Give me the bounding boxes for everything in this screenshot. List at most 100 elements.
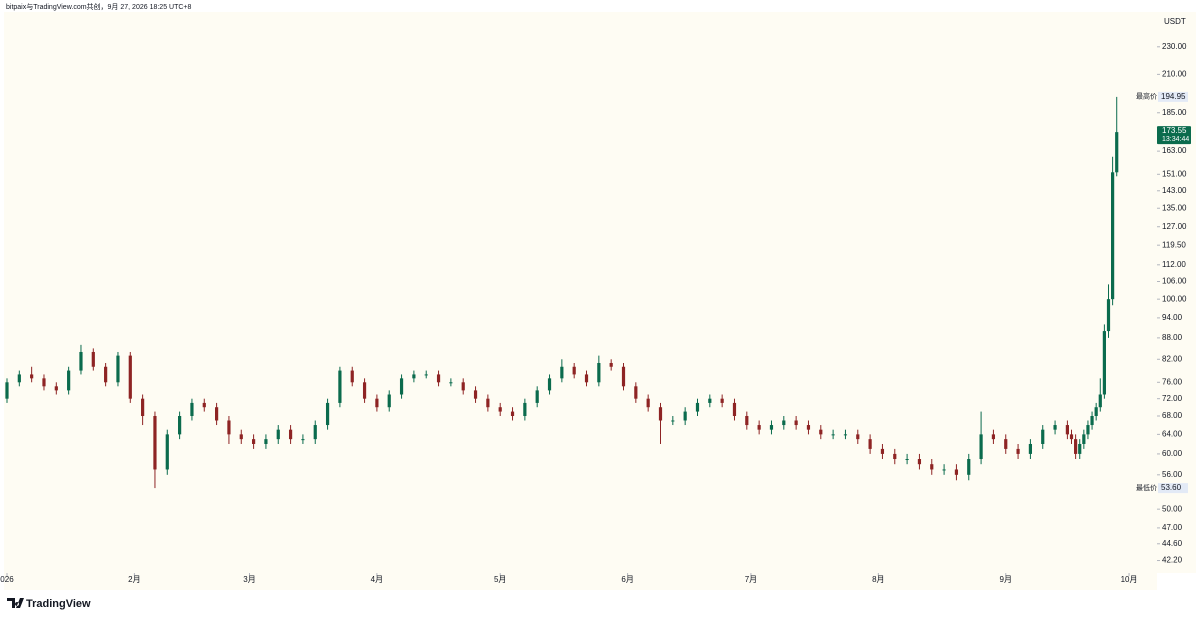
candle-body xyxy=(893,453,897,460)
candle-body xyxy=(1102,331,1106,395)
tradingview-logo: TradingView xyxy=(7,598,91,610)
candle-body xyxy=(313,425,317,440)
candle-body xyxy=(17,374,21,383)
candle-body xyxy=(116,355,120,383)
y-tick-label: 60.00 xyxy=(1162,449,1183,458)
candle-body xyxy=(979,434,983,460)
candle-body xyxy=(597,362,601,383)
candle-body xyxy=(794,420,798,426)
y-tick-label: 42.20 xyxy=(1162,556,1183,565)
candle-body xyxy=(276,429,280,440)
candle-body xyxy=(782,420,786,426)
candle-body xyxy=(473,390,478,399)
candle-body xyxy=(498,407,502,412)
candle-body xyxy=(954,469,959,475)
candle-body xyxy=(819,429,823,435)
y-tick-label: 56.00 xyxy=(1162,470,1183,479)
y-tick-label: 185.00 xyxy=(1162,108,1187,117)
candle-body xyxy=(572,366,576,375)
candle-body xyxy=(67,370,71,391)
candle-body xyxy=(42,378,46,387)
candle-body xyxy=(350,370,354,383)
candle-body xyxy=(991,434,996,440)
candle-body xyxy=(1065,425,1069,435)
high-marker-box xyxy=(1158,91,1188,102)
y-tick-label: 68.00 xyxy=(1162,411,1183,420)
candle-body xyxy=(1028,443,1033,454)
candle-body xyxy=(461,382,465,391)
x-tick-label: 6月 xyxy=(621,575,633,584)
candle-body xyxy=(708,398,712,403)
candle-body xyxy=(30,374,34,379)
x-tick-label: 10月 xyxy=(1121,575,1138,584)
low-marker-box xyxy=(1158,483,1188,494)
candle-body xyxy=(831,434,835,436)
candle-body xyxy=(239,434,243,440)
low-marker-label: 最低价 xyxy=(1136,483,1157,492)
candle-body xyxy=(227,420,231,435)
y-tick-label: 50.00 xyxy=(1162,504,1183,513)
y-tick-label: 44.60 xyxy=(1162,539,1183,548)
y-tick-label: 94.00 xyxy=(1162,313,1183,322)
candle-body xyxy=(215,407,219,421)
candle-body xyxy=(646,398,650,408)
candle-body xyxy=(153,415,157,470)
candle-body xyxy=(695,402,700,412)
candle-body xyxy=(621,366,626,387)
candle-body xyxy=(856,434,860,440)
time-axis-background xyxy=(4,573,1157,590)
candle-body xyxy=(436,374,441,383)
candle-body xyxy=(424,374,428,376)
last-price-countdown: 13:34:44 xyxy=(1162,136,1189,143)
header: bitpaix与TradingView.com共创，9月 27, 2026 18… xyxy=(6,2,192,11)
candle-body xyxy=(375,398,379,408)
y-tick-label: 106.00 xyxy=(1162,277,1187,286)
candle-body xyxy=(362,382,367,399)
plot-background xyxy=(4,12,1157,573)
candle-body xyxy=(547,378,552,391)
candle-body xyxy=(769,425,774,430)
candle-body xyxy=(843,434,848,436)
last-price-value: 173.55 xyxy=(1162,126,1187,135)
candle-body xyxy=(412,374,416,379)
y-tick-label: 100.00 xyxy=(1162,294,1187,303)
y-tick-label: 163.00 xyxy=(1162,146,1187,155)
candle-body xyxy=(128,355,132,399)
candle-body xyxy=(535,390,539,403)
candle-body xyxy=(757,425,761,430)
candle-body xyxy=(634,386,638,399)
candle-body xyxy=(288,429,293,440)
candle-body xyxy=(880,448,885,454)
candle-body xyxy=(325,402,330,426)
y-tick-label: 230.00 xyxy=(1162,42,1187,51)
y-tick-label: 143.00 xyxy=(1162,186,1187,195)
candle-body xyxy=(1053,425,1057,430)
candle-body xyxy=(338,370,342,403)
candle-body xyxy=(930,464,934,470)
y-tick-label: 127.00 xyxy=(1162,222,1187,231)
x-tick-label: 3月 xyxy=(243,575,255,584)
y-tick-label: 72.00 xyxy=(1162,394,1183,403)
high-marker-value: 194.95 xyxy=(1161,92,1186,101)
candle-body xyxy=(449,382,453,384)
candle-body xyxy=(5,382,9,399)
candle-body xyxy=(1078,443,1082,454)
candle-body xyxy=(165,434,169,470)
candle-body xyxy=(1074,439,1078,454)
candle-body xyxy=(584,374,589,383)
y-tick-label: 64.00 xyxy=(1162,429,1183,438)
x-tick-label: 5月 xyxy=(494,575,506,584)
y-tick-label: 47.00 xyxy=(1162,523,1183,532)
candle-body xyxy=(79,351,83,371)
candle-body xyxy=(1004,439,1008,449)
last-price-box xyxy=(1157,126,1191,145)
candle-body xyxy=(399,378,404,395)
candle-body xyxy=(917,459,922,465)
y-unit: USDT xyxy=(1164,17,1186,26)
x-tick-label: 026 xyxy=(0,575,14,584)
candle-body xyxy=(251,439,256,444)
x-tick-label: 4月 xyxy=(371,575,383,584)
candle-body xyxy=(1041,429,1045,444)
candle-body xyxy=(54,386,58,391)
